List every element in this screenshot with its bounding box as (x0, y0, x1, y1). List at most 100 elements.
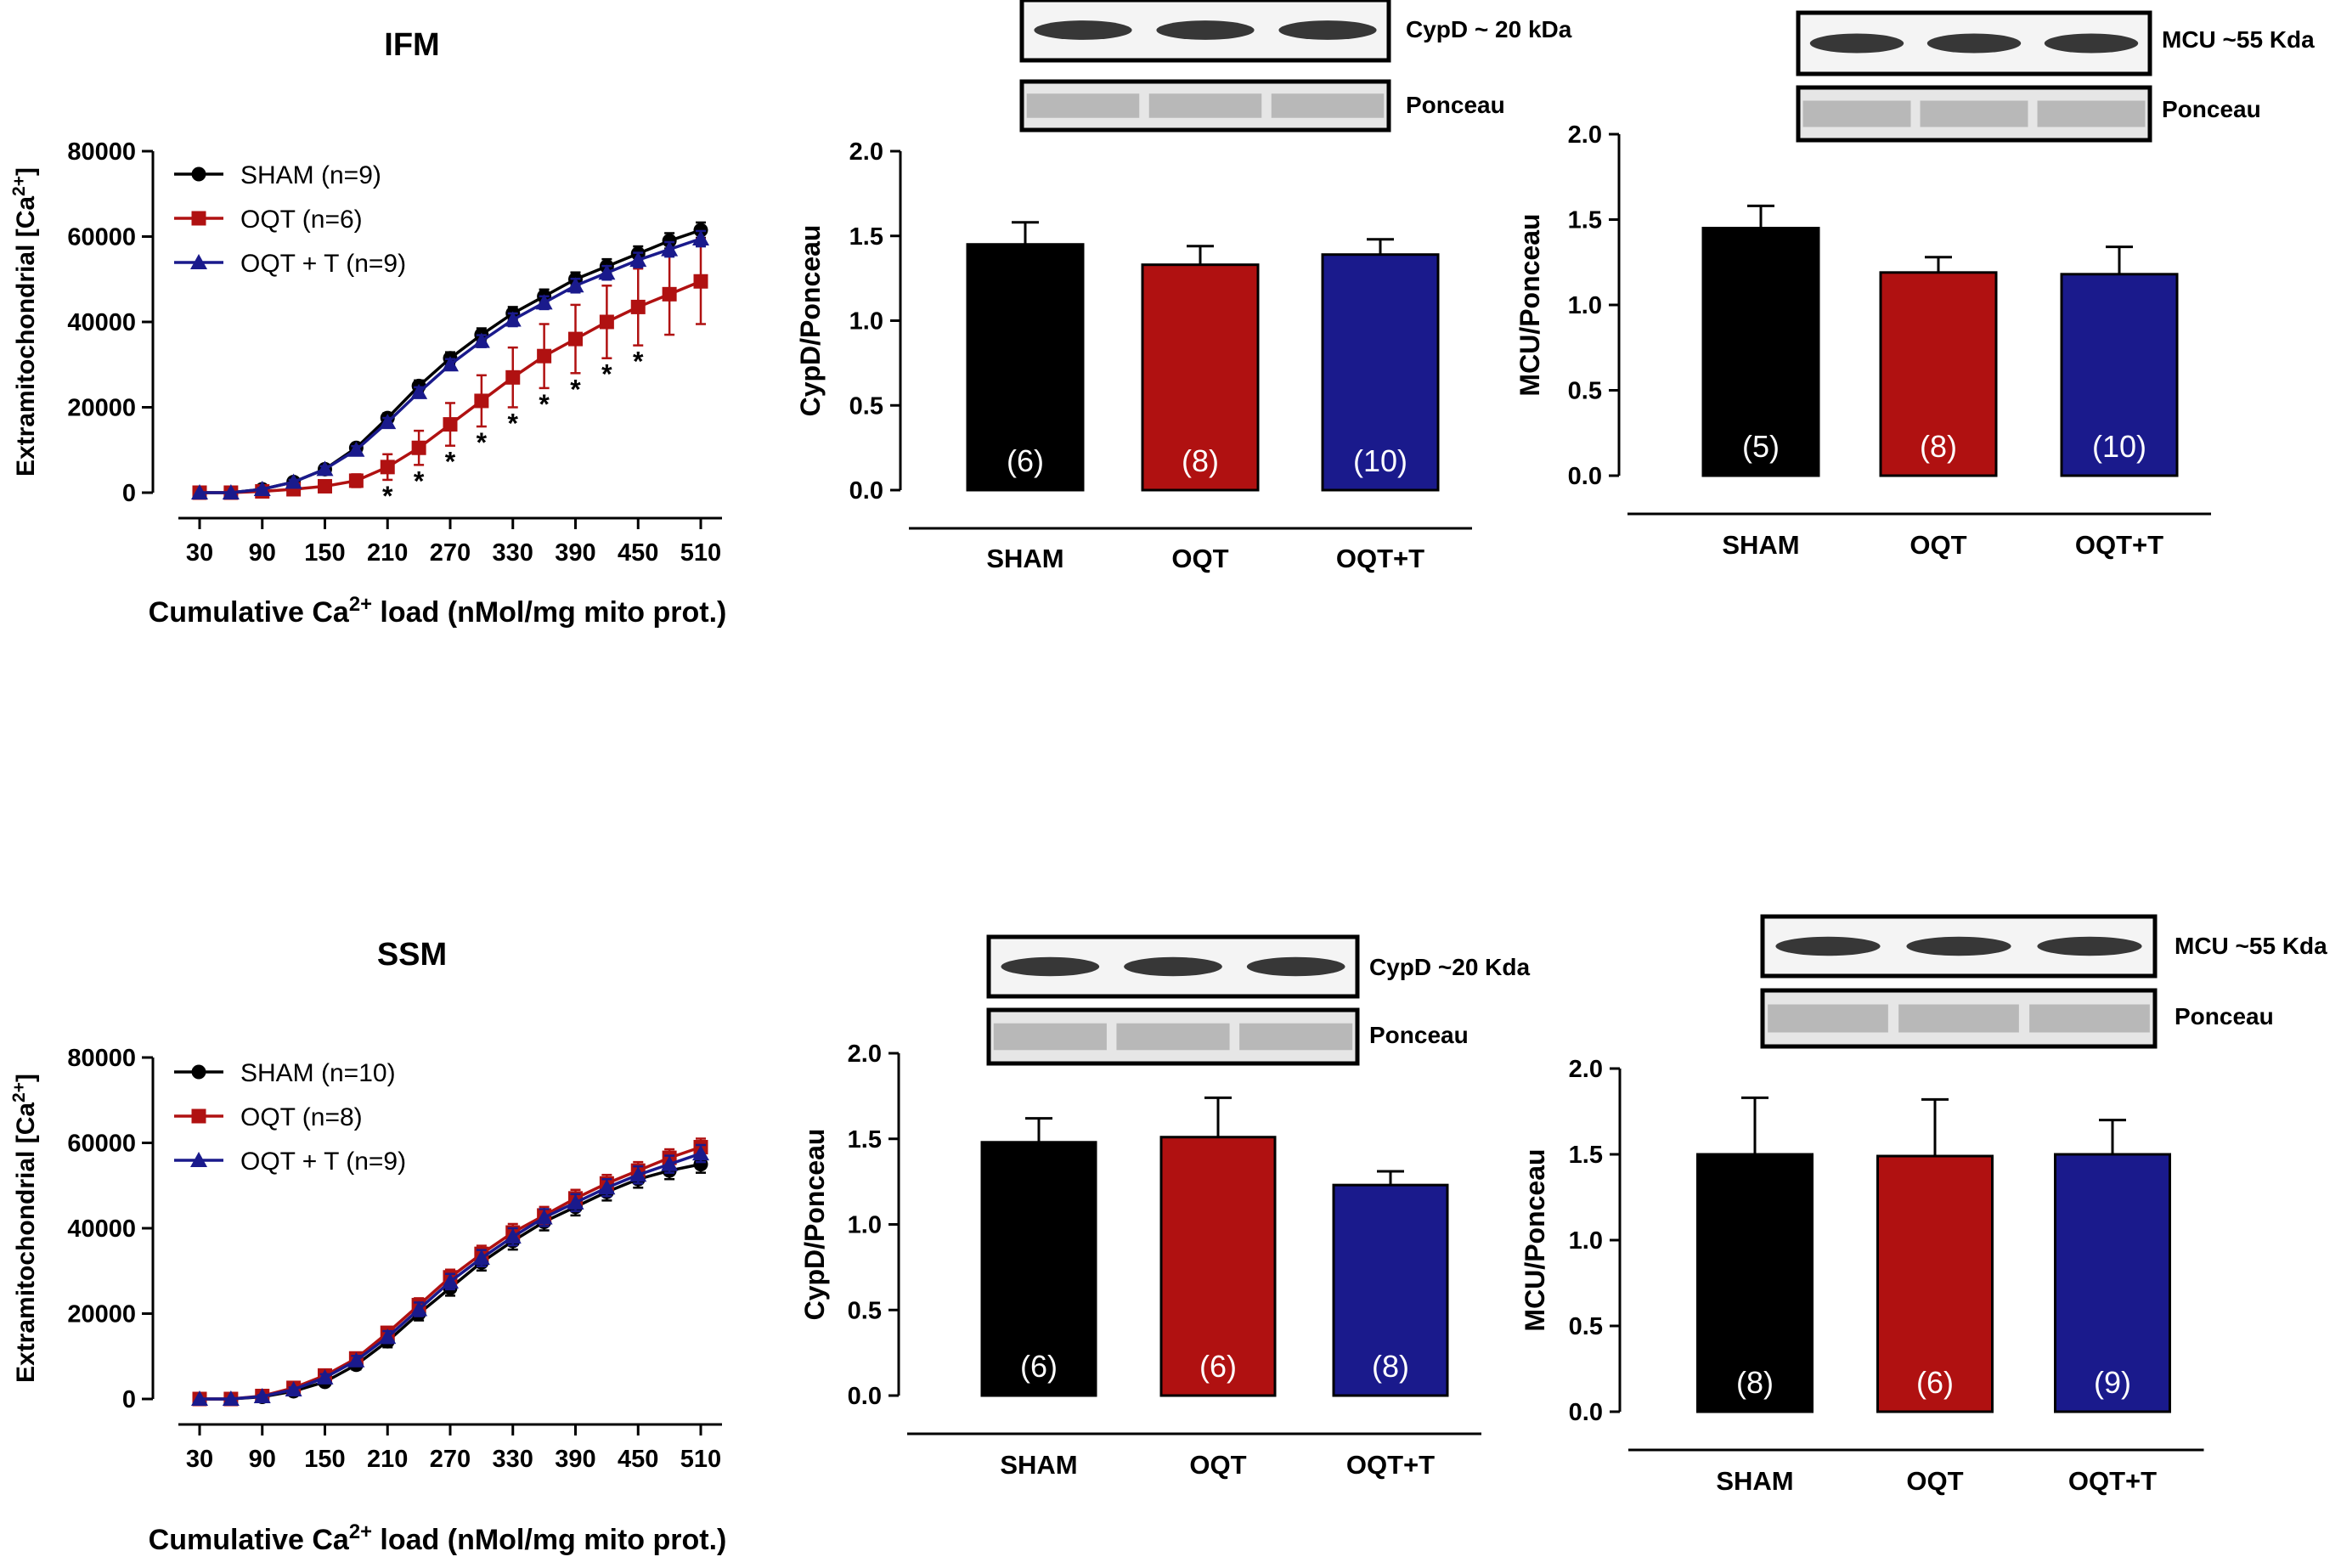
significance-star: * (382, 481, 393, 511)
y-tick-label: 20000 (67, 395, 136, 422)
ssm-cypd-chart: CypD ~20 Kda Ponceau 0.0 0.5 1.0 1.5 2.0 CypD/P… (799, 934, 1530, 1480)
ponceau-blot-band (1802, 100, 1911, 127)
data-point (567, 1193, 584, 1210)
significance-star: * (508, 409, 519, 439)
series-oqtt (191, 229, 709, 499)
legend-label: OQT + T (n=9) (240, 1148, 406, 1176)
y-tick-label: 0 (122, 480, 136, 507)
legend-marker (190, 1152, 207, 1167)
protein-blot (986, 934, 1360, 999)
legend: SHAM (n=9) OQT (n=6) OQT + T (n=9) (174, 161, 406, 278)
bar (2054, 1153, 2171, 1413)
ponceau-blot-band (1898, 1004, 2019, 1033)
bar (1876, 1154, 1994, 1413)
bar-n-label: (6) (1020, 1349, 1058, 1384)
data-point (318, 478, 332, 494)
y-tick-label: 0.5 (1568, 378, 1602, 405)
data-point (693, 274, 708, 289)
chart-title: SSM (377, 937, 447, 973)
y-axis-label: Extramitochondrial [Ca2+] (9, 1074, 41, 1383)
ponceau-blot-band (1768, 1004, 1888, 1033)
y-axis-label: CypD/Ponceau (799, 1129, 830, 1321)
significance-star: * (539, 389, 550, 420)
blot-ponceau-label: Ponceau (2175, 1003, 2274, 1029)
bar-oqt: (8) OQT (1879, 256, 1998, 560)
data-point (537, 348, 552, 364)
protein-blot-band (1124, 956, 1222, 977)
protein-blot-band (2044, 33, 2139, 54)
ponceau-blot-band (1920, 100, 2028, 127)
x-tick-label: 390 (555, 539, 595, 567)
bar-sham: (8) SHAM (1696, 1096, 1814, 1496)
bar-oqt: (6) OQT (1876, 1097, 1994, 1496)
bar-oqtt: (10) OQT+T (2060, 245, 2179, 560)
data-point (629, 1166, 647, 1182)
category-label: OQT+T (1336, 544, 1424, 573)
significance-star: * (477, 427, 488, 458)
data-point (191, 484, 208, 499)
y-tick-label: 80000 (67, 138, 136, 166)
ifm-line-chart: IFM 0 20000 40000 60000 80000 Extramitochondri… (9, 27, 727, 629)
bar (980, 1141, 1097, 1397)
category-label: OQT+T (2075, 530, 2163, 560)
ponceau-blot-band (2029, 1004, 2150, 1033)
data-point (568, 331, 583, 347)
protein-blot-band (1278, 20, 1377, 40)
data-point (598, 1179, 616, 1195)
y-tick-label: 1.0 (848, 1212, 882, 1239)
data-point (662, 286, 677, 302)
data-point (567, 277, 584, 293)
y-tick-label: 0 (122, 1386, 136, 1413)
category-label: SHAM (1722, 530, 1799, 560)
data-point (472, 1249, 490, 1266)
category-label: SHAM (1716, 1466, 1793, 1496)
data-point (380, 460, 395, 475)
protein-blot (1760, 914, 2158, 979)
data-point (253, 480, 271, 496)
bar-n-label: (10) (1353, 443, 1407, 478)
data-point (504, 311, 522, 327)
bar-sham: (6) SHAM (966, 221, 1085, 573)
data-point (535, 1209, 553, 1225)
ponceau-blot-band (1148, 93, 1262, 118)
x-tick-label: 150 (304, 1446, 345, 1473)
protein-blot-band (1034, 20, 1132, 40)
bar-n-label: (8) (1182, 443, 1219, 478)
x-axis-label: Cumulative Ca2+ load (nMol/mg mito prot.… (149, 1520, 727, 1557)
data-point (630, 299, 646, 314)
legend-label: OQT + T (n=9) (240, 250, 406, 278)
data-point (662, 234, 677, 249)
data-point (379, 1328, 397, 1345)
data-point (505, 369, 521, 385)
significance-star: * (633, 347, 644, 377)
protein-blot (1019, 0, 1391, 63)
y-axis-label: CypD/Ponceau (795, 225, 826, 417)
legend-label: SHAM (n=9) (240, 161, 381, 189)
bar (1321, 253, 1440, 492)
data-point (411, 440, 426, 455)
bar (966, 243, 1085, 492)
legend: SHAM (n=10) OQT (n=8) OQT + T (n=9) (174, 1059, 406, 1176)
data-point (316, 1368, 334, 1385)
y-tick-label: 20000 (67, 1301, 136, 1328)
legend-marker (190, 254, 207, 269)
x-tick-label: 270 (430, 1446, 471, 1473)
bar-n-label: (6) (1007, 443, 1044, 478)
x-tick-label: 90 (249, 539, 276, 567)
legend-marker (191, 1108, 206, 1124)
y-tick-label: 1.0 (1569, 1227, 1603, 1255)
category-label: SHAM (986, 544, 1063, 573)
y-tick-label: 0.0 (1569, 1399, 1603, 1426)
bar-n-label: (9) (2094, 1365, 2131, 1400)
significance-star: * (445, 447, 456, 477)
bar (1141, 263, 1260, 492)
data-point (348, 473, 364, 488)
significance-star: * (601, 359, 612, 390)
category-label: OQT (1189, 1450, 1246, 1480)
bar (1332, 1183, 1449, 1397)
category-label: SHAM (1000, 1450, 1077, 1480)
bar-sham: (6) SHAM (980, 1117, 1097, 1480)
data-point (316, 460, 334, 477)
data-point (442, 356, 459, 372)
